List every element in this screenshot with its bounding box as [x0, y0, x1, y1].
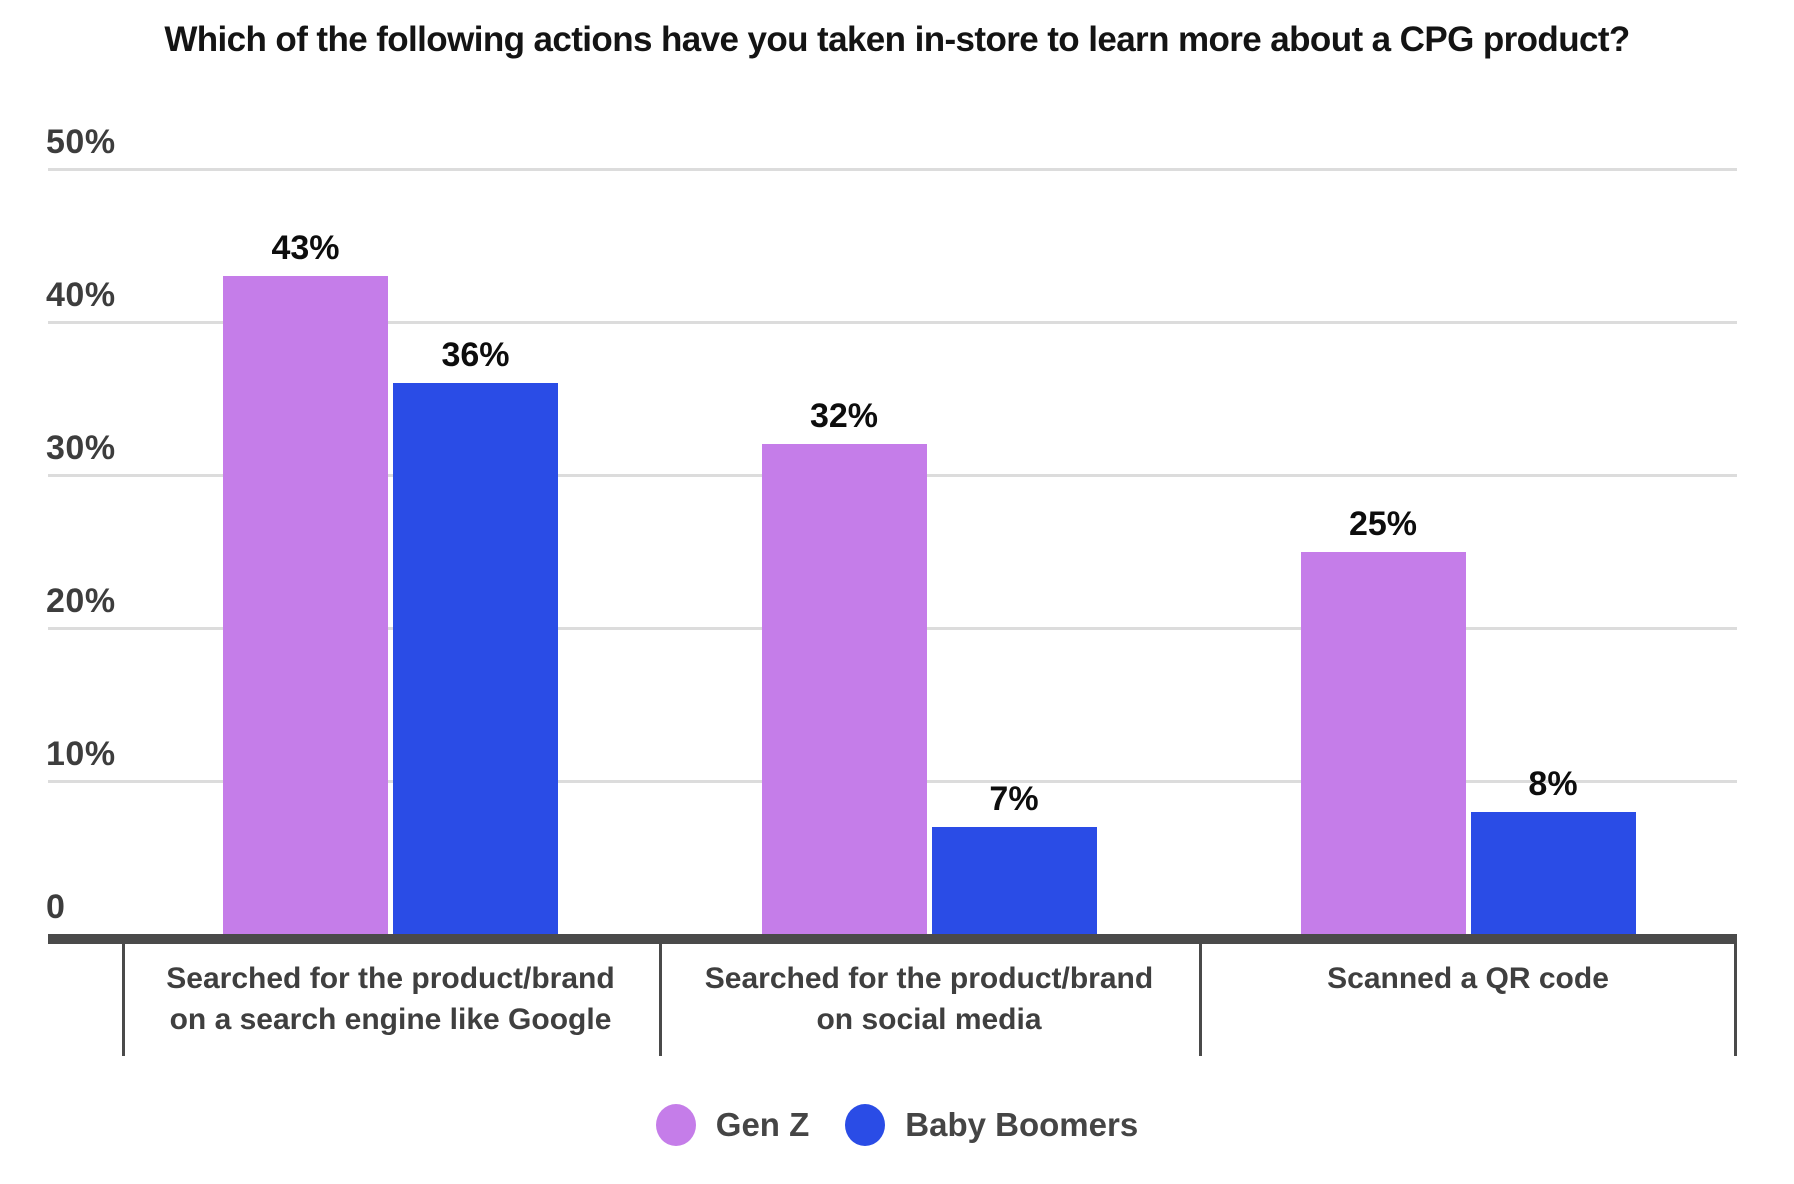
bar-gen-z-cat1: [223, 276, 388, 934]
bar-baby-boomers-cat1: [393, 383, 558, 934]
y-tick-label-40: 40%: [46, 276, 116, 314]
category-label-line: Searched for the product/brand: [704, 962, 1154, 995]
bar-value-label: 7%: [989, 779, 1039, 818]
bar-value-label: 25%: [1348, 504, 1418, 543]
bar-gen-z-cat2: [761, 444, 927, 934]
bar-baby-boomers-cat2: [931, 826, 1097, 934]
y-tick-label-0: 0: [46, 888, 66, 926]
x-axis-divider-1: [659, 944, 662, 1056]
legend-label-baby-boomers: Baby Boomers: [905, 1106, 1139, 1143]
bar-value-label: 8%: [1528, 764, 1578, 803]
y-tick-label-50: 50%: [46, 123, 116, 161]
legend-label-gen-z: Gen Z: [715, 1106, 810, 1143]
bar-baby-boomers-cat3: [1470, 811, 1636, 934]
legend: Gen Z Baby Boomers: [0, 1104, 1794, 1146]
gridline-50: [48, 168, 1737, 171]
x-axis-category-label-3: Scanned a QR code: [1199, 958, 1737, 999]
x-axis-category-label-1: Searched for the product/brand on a searc…: [122, 958, 659, 1040]
gridline-40: [48, 321, 1737, 324]
x-axis-category-label-2: Searched for the product/brand on social …: [659, 958, 1199, 1040]
x-axis-divider-0: [122, 944, 125, 1056]
y-tick-label-20: 20%: [46, 582, 116, 620]
category-label-line: Searched for the product/brand: [166, 962, 615, 995]
category-label-line: on social media: [816, 1003, 1042, 1036]
category-label-line: Scanned a QR code: [1327, 962, 1609, 995]
chart-title: Which of the following actions have you …: [164, 20, 1630, 59]
bar-value-label: 43%: [271, 229, 340, 268]
gen-z-swatch-icon: [655, 1104, 696, 1146]
y-tick-label-10: 10%: [46, 735, 116, 773]
bar-gen-z-cat3: [1300, 551, 1466, 934]
bar-value-label: 36%: [441, 336, 510, 375]
x-axis-divider-3: [1734, 944, 1737, 1056]
x-axis-line: [48, 934, 1737, 944]
category-label-line: on a search engine like Google: [169, 1003, 612, 1036]
legend-item-gen-z: Gen Z: [655, 1104, 810, 1146]
legend-item-baby-boomers: Baby Boomers: [845, 1104, 1138, 1146]
baby-boomers-swatch-icon: [845, 1104, 886, 1146]
bar-value-label: 32%: [809, 397, 879, 436]
x-axis-divider-2: [1199, 944, 1202, 1056]
y-tick-label-30: 30%: [46, 429, 116, 467]
